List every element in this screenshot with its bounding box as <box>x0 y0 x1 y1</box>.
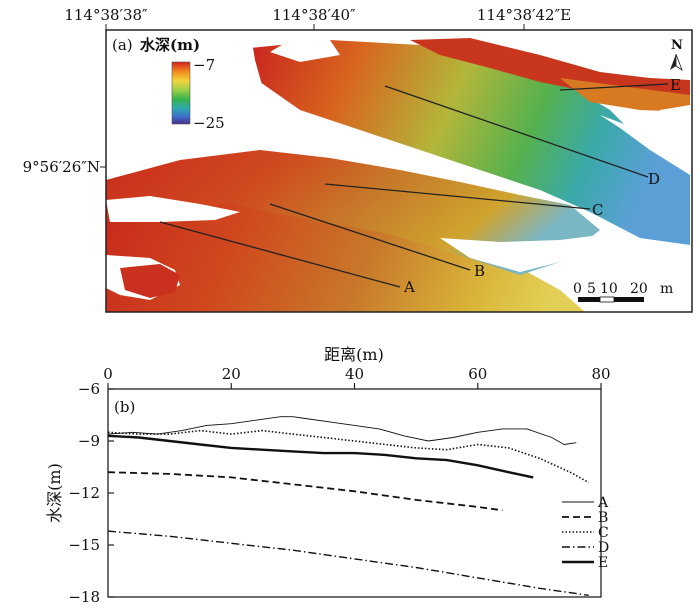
series-line-c <box>107 429 590 484</box>
x-tick-label-2: 40 <box>345 365 364 383</box>
panel-a-label: (a) <box>112 36 133 54</box>
legend-label-c: C <box>598 525 609 541</box>
series-line-a <box>107 416 577 445</box>
x-tick-label-4: 80 <box>591 365 610 383</box>
north-label: N <box>671 38 683 53</box>
y-axis-label: 水深(m) <box>45 463 64 523</box>
depth-title: 水深(m) <box>140 36 200 54</box>
map-frame <box>105 29 693 313</box>
legend-label-a: A <box>597 495 609 511</box>
y-tick-label-4: −18 <box>68 588 100 606</box>
legend-label-e: E <box>598 555 608 571</box>
panel-b: 距离(m) 水深(m) (b) 0 20 40 60 80 −6−9−12−15−18 … <box>45 345 611 606</box>
x-axis-label: 距离(m) <box>324 345 384 364</box>
profile-label-d: D <box>648 170 660 188</box>
lon-tick-1: 114°38′38″ <box>64 6 148 24</box>
series-line-b <box>107 471 503 512</box>
series-line-d <box>107 530 589 596</box>
scale-unit: m <box>660 281 673 297</box>
profile-label-e: E <box>670 76 681 94</box>
scale-label-10: 10 <box>600 281 618 297</box>
chart-frame <box>107 388 602 598</box>
north-arrow-icon <box>670 53 683 72</box>
y-tick-label-2: −12 <box>68 484 100 502</box>
x-tick-label-0: 0 <box>103 365 113 383</box>
profile-line-c <box>324 183 591 210</box>
profile-line-e <box>559 83 669 91</box>
scale-label-0: 0 <box>573 281 582 297</box>
y-tick-label-3: −15 <box>68 536 100 554</box>
panel-a: A B C D E (a) 水深(m) −7 −25 N 0 5 10 20 m… <box>23 6 693 313</box>
profile-label-a: A <box>403 278 415 296</box>
colorbar-min-label: −25 <box>193 114 225 132</box>
profile-line-d <box>384 85 649 178</box>
lat-tick: 9°56′26″N <box>23 158 100 176</box>
profile-label-b: B <box>474 262 485 280</box>
colorbar <box>171 61 191 125</box>
lon-tick-3: 114°38′42″E <box>477 6 571 24</box>
y-tick-label-1: −9 <box>78 432 100 450</box>
bathymetry-map <box>106 30 692 312</box>
y-ticks: −6 −9 −12 −15 −18 <box>68 380 114 606</box>
legend-label-d: D <box>598 540 609 556</box>
scale-label-20: 20 <box>630 281 648 297</box>
x-tick-label-3: 60 <box>468 365 487 383</box>
profile-line-a <box>159 221 401 288</box>
panel-b-label: (b) <box>114 398 135 416</box>
profile-label-c: C <box>592 201 603 219</box>
series-lines <box>107 416 590 596</box>
scale-label-5: 5 <box>587 281 596 297</box>
x-ticks: 0 20 40 60 80 <box>103 365 611 389</box>
legend-label-b: B <box>598 510 608 526</box>
profile-line-b <box>269 203 471 271</box>
lon-tick-2: 114°38′40″ <box>272 6 356 24</box>
y-tick-label-0: −6 <box>78 380 100 398</box>
colorbar-max-label: −7 <box>193 56 215 74</box>
series-line-e <box>107 434 534 479</box>
x-tick-label-1: 20 <box>222 365 241 383</box>
scale-bar: 0 5 10 20 m <box>573 281 673 303</box>
